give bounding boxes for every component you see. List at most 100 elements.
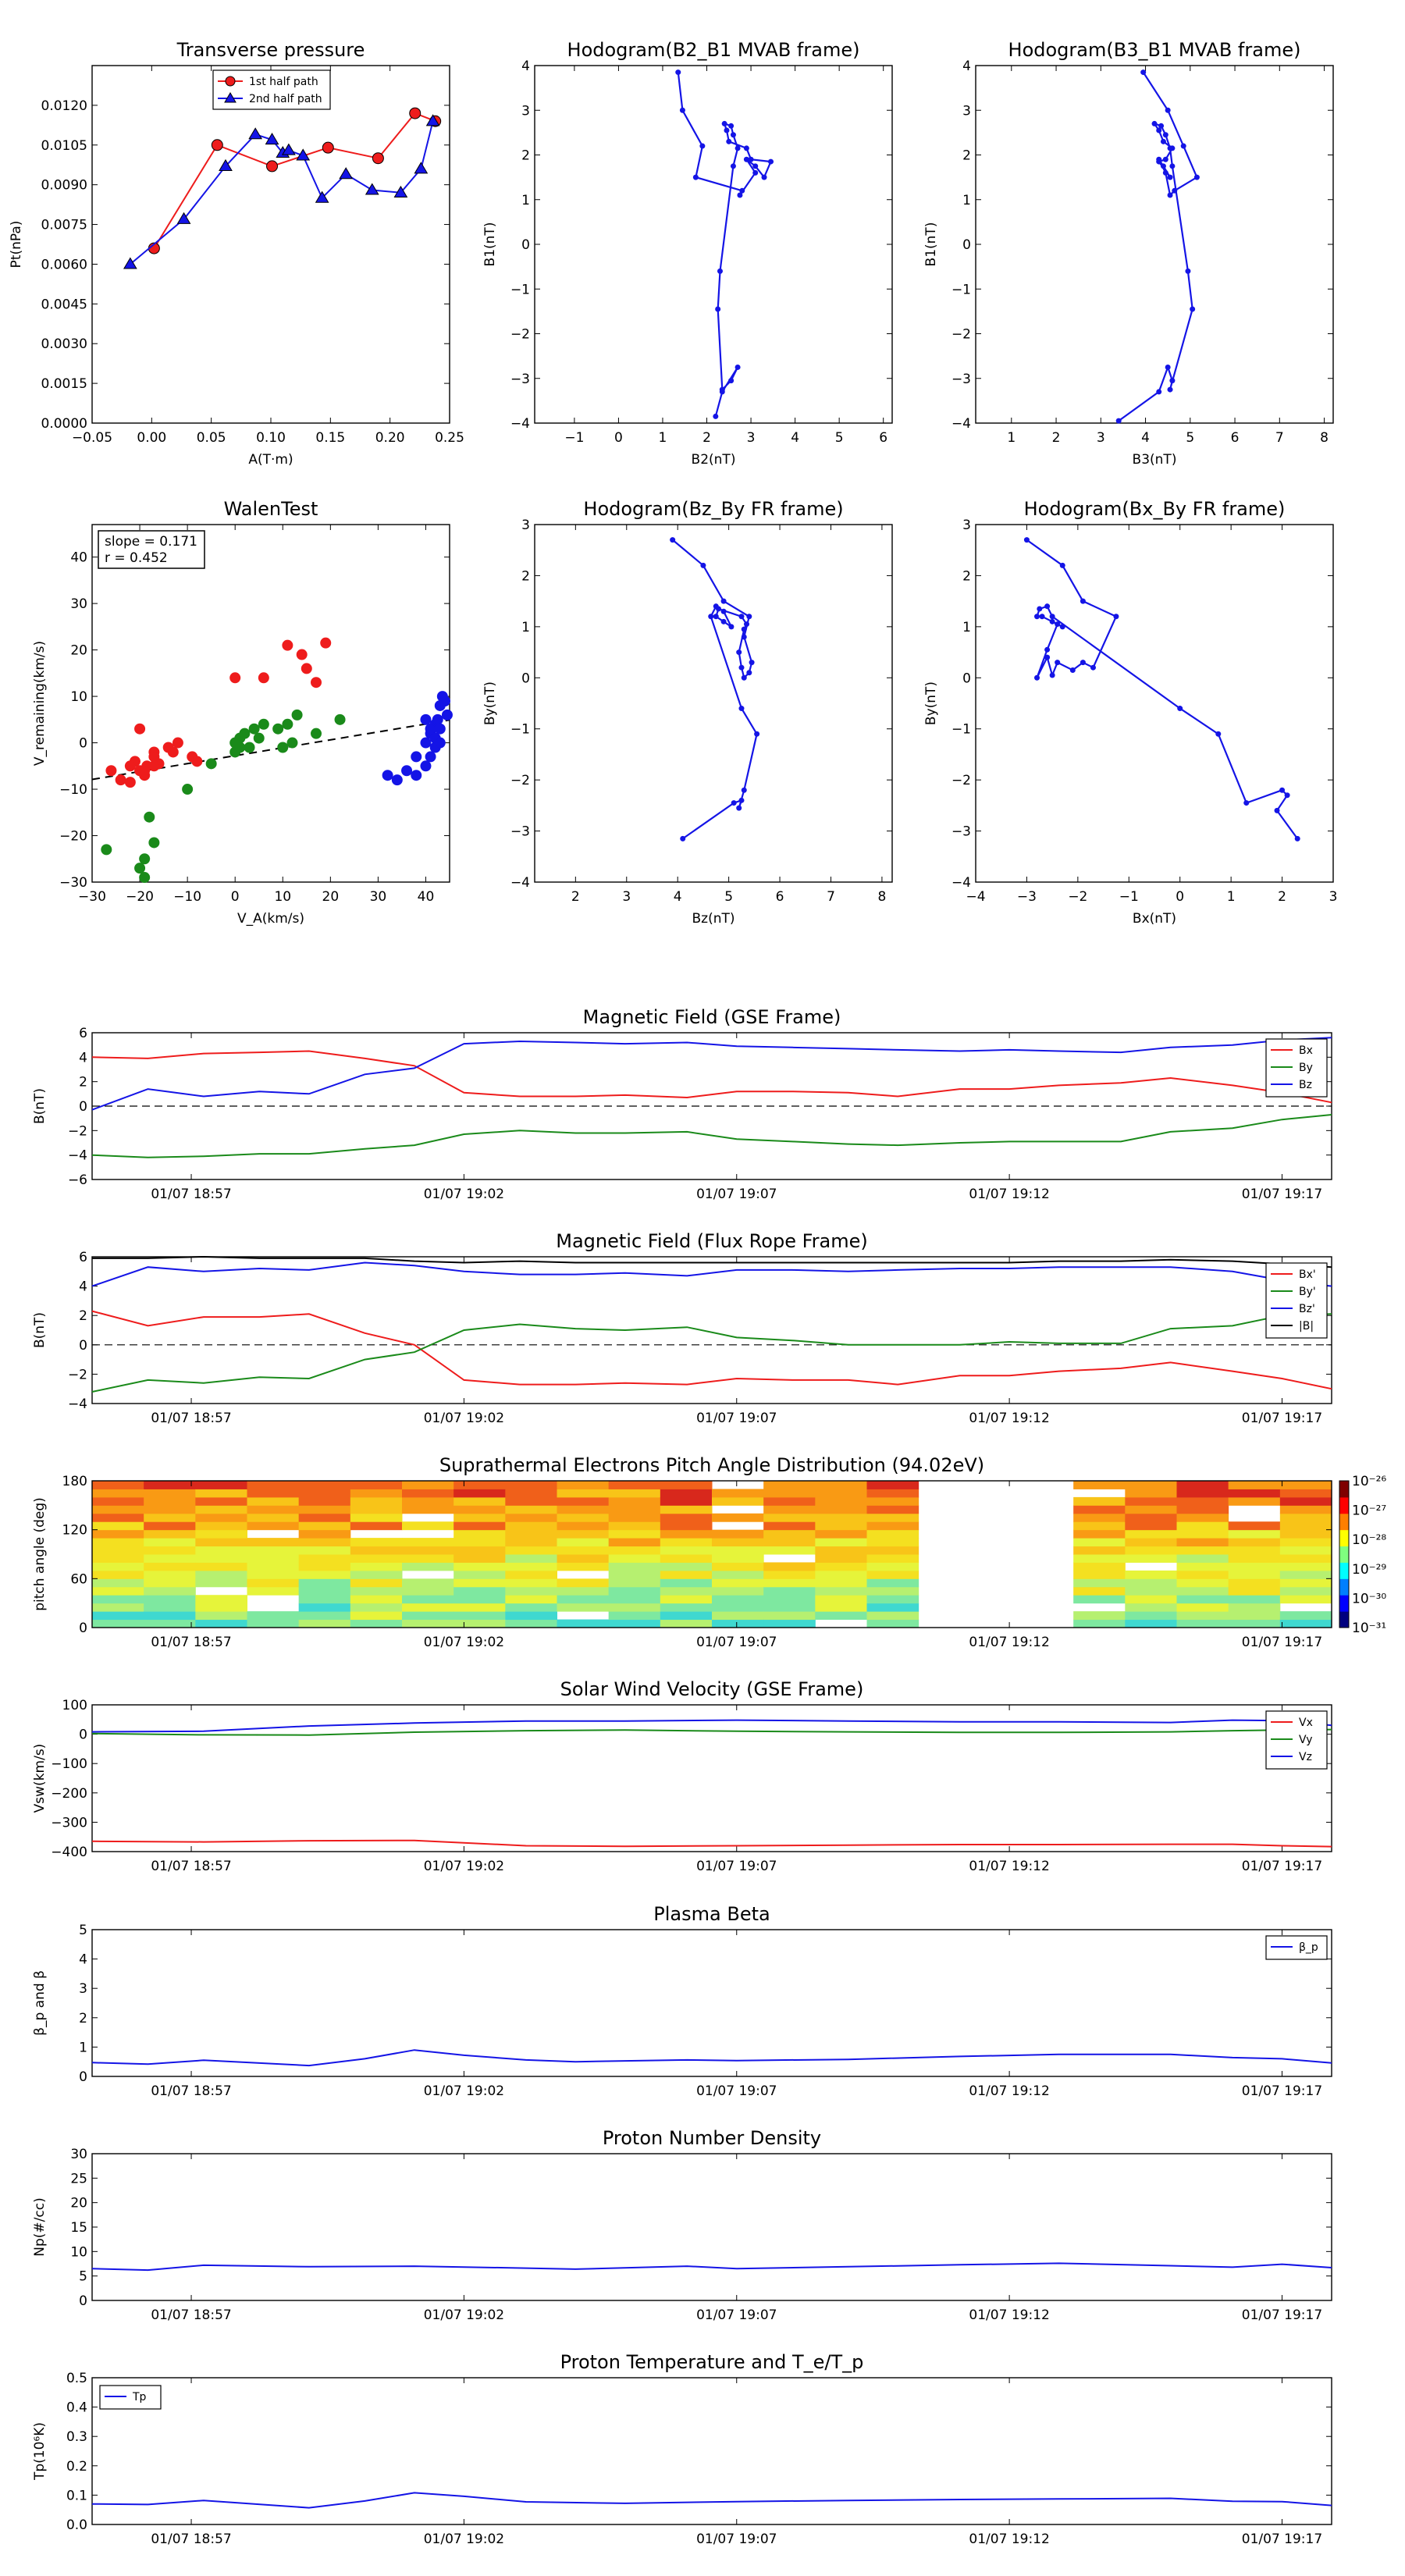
walen-point — [124, 777, 136, 788]
h1-point — [748, 156, 754, 162]
pad-cell — [1228, 1521, 1281, 1531]
pad-cell — [1279, 1554, 1332, 1563]
pad-cell — [247, 1538, 300, 1547]
h2-point — [1167, 174, 1173, 180]
vsw-xtick-label: 01/07 19:07 — [696, 1859, 777, 1874]
pad-cell — [1125, 1538, 1177, 1547]
walen-point — [144, 811, 155, 823]
beta-axes-frame — [91, 1929, 1332, 2077]
h2-point — [1115, 418, 1122, 424]
h4-title: Hodogram(Bx_By FR frame) — [1024, 498, 1286, 520]
mag_fr-xtick-label: 01/07 18:57 — [151, 1411, 231, 1426]
h4-point — [1044, 646, 1051, 653]
pad-cell — [1176, 1603, 1229, 1612]
h2-point — [1160, 138, 1166, 144]
pad-cell — [505, 1586, 557, 1596]
h4-ytick-label: −2 — [951, 773, 971, 788]
pt-xtick-label: 0.05 — [197, 430, 226, 446]
walen-point — [115, 774, 126, 786]
pad-cell — [350, 1595, 403, 1604]
pad-cell — [144, 1513, 196, 1522]
pad-cell — [1125, 1595, 1177, 1604]
pad-cell — [402, 1586, 454, 1596]
h3-point — [738, 797, 745, 803]
pad-cell — [815, 1603, 867, 1612]
pad-cell — [298, 1505, 351, 1514]
vsw-chart: Solar Wind Velocity (GSE Frame) −400 −300 −… — [32, 1678, 1332, 1874]
h3-ylabel: By(nT) — [482, 681, 498, 725]
mag_fr-ylabel: B(nT) — [32, 1312, 48, 1348]
h3-point — [741, 626, 747, 632]
h3-ytick-label: −2 — [510, 773, 530, 788]
pad-cell — [402, 1611, 454, 1621]
h1-point — [675, 69, 681, 76]
mag_gse-xtick-label: 01/07 19:17 — [1242, 1187, 1322, 1202]
h2-ylabel: B1(nT) — [923, 222, 939, 267]
pad-cell — [454, 1521, 506, 1531]
h4-xtick-label: 3 — [1329, 889, 1338, 905]
pad-cell — [815, 1529, 867, 1539]
mag_gse-ytick-label: 6 — [79, 1026, 87, 1041]
pt-point — [365, 183, 379, 195]
pad-cell — [1073, 1538, 1126, 1547]
walen-point — [425, 723, 436, 735]
pad-cell — [402, 1546, 454, 1555]
h4-xtick-label: 1 — [1227, 889, 1236, 905]
pad-cell — [763, 1595, 816, 1604]
pt-xtick-label: 0.25 — [435, 430, 464, 446]
mag_gse-title: Magnetic Field (GSE Frame) — [583, 1006, 841, 1028]
mag_fr-chart: Magnetic Field (Flux Rope Frame) −4 −2 0 2 4 6… — [32, 1230, 1332, 1426]
walen-point — [277, 742, 289, 753]
pad-cell — [247, 1619, 300, 1628]
vsw-ytick-label: 100 — [62, 1698, 87, 1713]
pt-point — [339, 167, 354, 180]
pad-cell — [195, 1546, 247, 1555]
pad-cell — [557, 1595, 610, 1604]
pad-colorbar-segment — [1339, 1611, 1349, 1628]
pt-xtick-label: 0.00 — [137, 430, 166, 446]
pad-cell — [660, 1481, 713, 1489]
pad-cell — [1279, 1595, 1332, 1604]
pad-cell — [454, 1603, 506, 1612]
pad-cell — [195, 1538, 247, 1547]
pad-cell — [350, 1521, 403, 1531]
pad-cell — [712, 1586, 764, 1596]
pad-colorbar-segment — [1339, 1562, 1349, 1579]
h1-xtick-label: 6 — [879, 430, 887, 446]
pad-cell — [247, 1496, 300, 1506]
pad-cell — [195, 1513, 247, 1522]
walen-point — [301, 663, 312, 674]
pad-cell — [660, 1611, 713, 1621]
pad-cell — [712, 1538, 764, 1547]
vsw-ytick-label: −300 — [51, 1815, 87, 1831]
pad-cell — [660, 1603, 713, 1612]
h4-point — [1243, 800, 1250, 806]
pad-cell — [1125, 1481, 1177, 1489]
walen-point — [124, 760, 136, 772]
pt-point — [282, 143, 296, 155]
h3-xlabel: Bz(nT) — [692, 911, 735, 927]
walen-xtick-label: 20 — [322, 889, 340, 905]
pad-cell — [195, 1505, 247, 1514]
np-ytick-label: 15 — [70, 2220, 87, 2236]
walen-point — [134, 723, 146, 735]
pad-cell — [1125, 1611, 1177, 1621]
beta-ytick-label: 3 — [79, 1981, 87, 1997]
h2-point — [1162, 169, 1168, 176]
tp-legend-label: Tp — [132, 2391, 147, 2403]
pad-cell — [402, 1554, 454, 1563]
walen-xtick-label: 40 — [418, 889, 435, 905]
pad-cell — [298, 1578, 351, 1588]
walen-point — [258, 718, 269, 730]
mag_gse-ytick-label: −6 — [68, 1172, 87, 1188]
h1-point — [735, 364, 741, 370]
h4-point — [1055, 621, 1061, 628]
pad-cell — [1228, 1570, 1281, 1579]
pad-cell — [298, 1570, 351, 1579]
pad-cell — [866, 1496, 919, 1506]
pad-colorbar-frame — [1339, 1480, 1350, 1628]
pad-cell — [247, 1554, 300, 1563]
np-ytick-label: 5 — [79, 2269, 87, 2285]
walen-point — [139, 853, 151, 865]
